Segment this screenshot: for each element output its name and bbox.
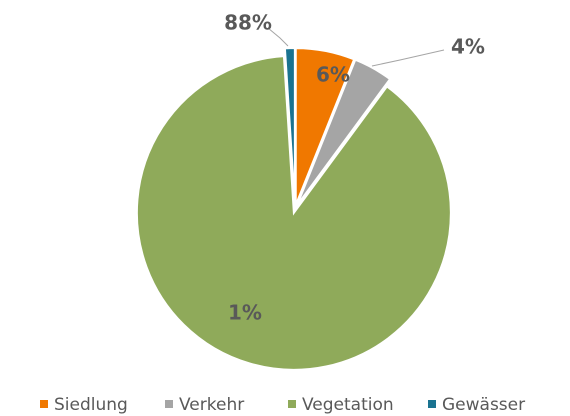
- data-label: 4%: [451, 35, 485, 59]
- leader-line: [371, 49, 445, 67]
- legend-label: Gewässer: [442, 395, 525, 415]
- leader-line: [267, 27, 289, 47]
- legend-marker: [428, 400, 436, 408]
- pie-slice: [296, 58, 392, 207]
- pie-slice: [135, 55, 452, 371]
- legend-label: Siedlung: [54, 395, 128, 415]
- legend-label: Vegetation: [302, 395, 394, 415]
- pie-slice: [283, 47, 296, 206]
- legend-marker: [288, 400, 296, 408]
- legend-marker: [165, 400, 173, 408]
- data-label: 6%: [316, 63, 350, 87]
- legend-label: Verkehr: [179, 395, 244, 415]
- data-label: 88%: [224, 11, 272, 35]
- legend-marker: [40, 400, 48, 408]
- data-label: 1%: [228, 301, 262, 325]
